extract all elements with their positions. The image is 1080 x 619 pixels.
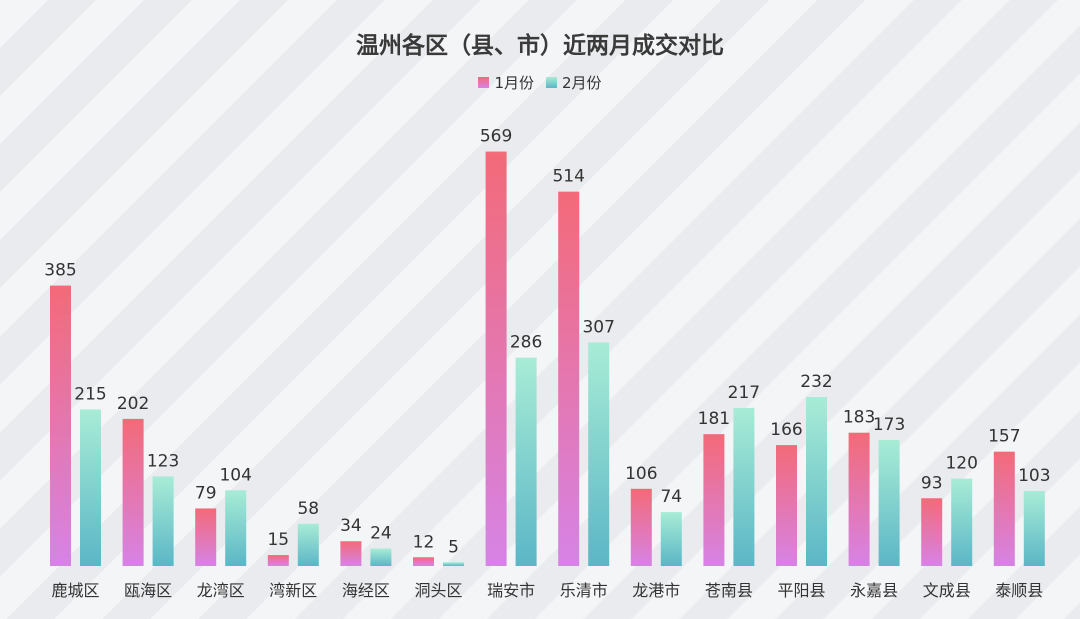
category-label-4: 海经区 [342, 581, 390, 600]
data-label-series-2-11: 173 [873, 415, 905, 435]
category-label-7: 乐清市 [560, 581, 608, 600]
bar-series-1-9 [703, 434, 725, 566]
bar-series-1-11 [848, 432, 870, 566]
bar-series-2-5 [443, 562, 464, 566]
bar-series-1-4 [340, 541, 362, 566]
category-label-11: 永嘉县 [850, 581, 898, 600]
bar-series-1-8 [630, 488, 652, 566]
bar-series-1-0 [50, 285, 71, 566]
data-label-series-1-9: 181 [698, 409, 730, 429]
legend-swatch-series-1 [478, 77, 490, 88]
data-label-series-2-1: 123 [147, 451, 179, 471]
data-label-series-1-11: 183 [843, 408, 875, 428]
bar-series-2-2 [225, 490, 247, 566]
bar-series-2-4 [370, 548, 392, 566]
data-label-series-1-2: 79 [195, 483, 217, 503]
category-label-0: 鹿城区 [51, 581, 99, 600]
bar-series-2-10 [806, 397, 827, 566]
category-label-2: 龙湾区 [197, 581, 245, 600]
data-label-series-2-13: 103 [1018, 466, 1050, 486]
bar-series-2-7 [588, 342, 610, 566]
bar-series-1-1 [122, 418, 144, 566]
data-label-series-2-5: 5 [448, 537, 459, 557]
legend-swatch-series-2 [546, 77, 557, 88]
category-label-12: 文成县 [923, 581, 971, 600]
bar-series-2-13 [1023, 490, 1045, 566]
data-label-series-1-1: 202 [117, 394, 149, 414]
legend-item-series-1: 1月份 [478, 72, 534, 93]
bar-series-1-6 [485, 151, 507, 566]
bar-series-2-8 [660, 512, 682, 566]
bar-series-2-1 [152, 476, 174, 566]
data-label-series-2-12: 120 [945, 454, 977, 474]
bar-series-1-3 [267, 555, 289, 566]
data-label-series-2-7: 307 [582, 317, 614, 337]
data-label-series-1-3: 15 [267, 530, 289, 550]
bar-series-2-6 [515, 357, 537, 566]
data-label-series-2-10: 232 [800, 372, 832, 392]
data-label-series-1-0: 385 [44, 261, 76, 281]
bar-series-1-10 [776, 445, 797, 566]
data-label-series-2-4: 24 [370, 524, 392, 544]
data-label-series-2-3: 58 [297, 499, 319, 519]
data-label-series-2-6: 286 [510, 333, 542, 353]
category-label-10: 平阳县 [777, 581, 825, 600]
bar-series-2-12 [951, 478, 973, 566]
bar-series-1-12 [921, 498, 943, 566]
category-label-5: 洞头区 [414, 581, 462, 600]
bar-series-1-13 [993, 451, 1015, 566]
chart-title: 温州各区（县、市）近两月成交对比 [356, 33, 724, 59]
data-label-series-1-8: 106 [625, 464, 657, 484]
category-label-13: 泰顺县 [995, 581, 1043, 600]
category-label-3: 湾新区 [269, 581, 317, 600]
legend-label-series-2: 2月份 [562, 74, 602, 92]
bar-series-2-3 [297, 523, 319, 566]
bar-series-2-11 [878, 439, 900, 566]
category-label-6: 瑞安市 [487, 581, 535, 600]
data-label-series-2-0: 215 [74, 384, 106, 404]
data-label-series-1-7: 514 [552, 167, 584, 187]
data-label-series-1-12: 93 [921, 473, 943, 493]
data-label-series-2-9: 217 [728, 383, 760, 403]
data-label-series-2-8: 74 [660, 487, 682, 507]
data-label-series-1-4: 34 [340, 516, 362, 536]
legend-item-series-2: 2月份 [546, 72, 602, 93]
data-label-series-1-5: 12 [413, 532, 435, 552]
legend-label-series-1: 1月份 [494, 74, 534, 92]
chart-legend: 1月份 2月份 [0, 72, 1080, 93]
data-label-series-1-10: 166 [770, 420, 802, 440]
bar-series-1-7 [558, 191, 580, 567]
category-label-8: 龙港市 [632, 581, 680, 600]
data-label-series-2-2: 104 [219, 465, 251, 485]
category-label-1: 瓯海区 [124, 581, 172, 600]
bar-series-1-2 [195, 508, 217, 566]
bar-series-1-5 [413, 557, 434, 566]
bar-series-2-0 [80, 409, 101, 566]
data-label-series-1-13: 157 [988, 427, 1020, 447]
bar-series-2-9 [733, 407, 755, 566]
category-label-9: 苍南县 [705, 581, 753, 600]
data-label-series-1-6: 569 [480, 127, 512, 147]
